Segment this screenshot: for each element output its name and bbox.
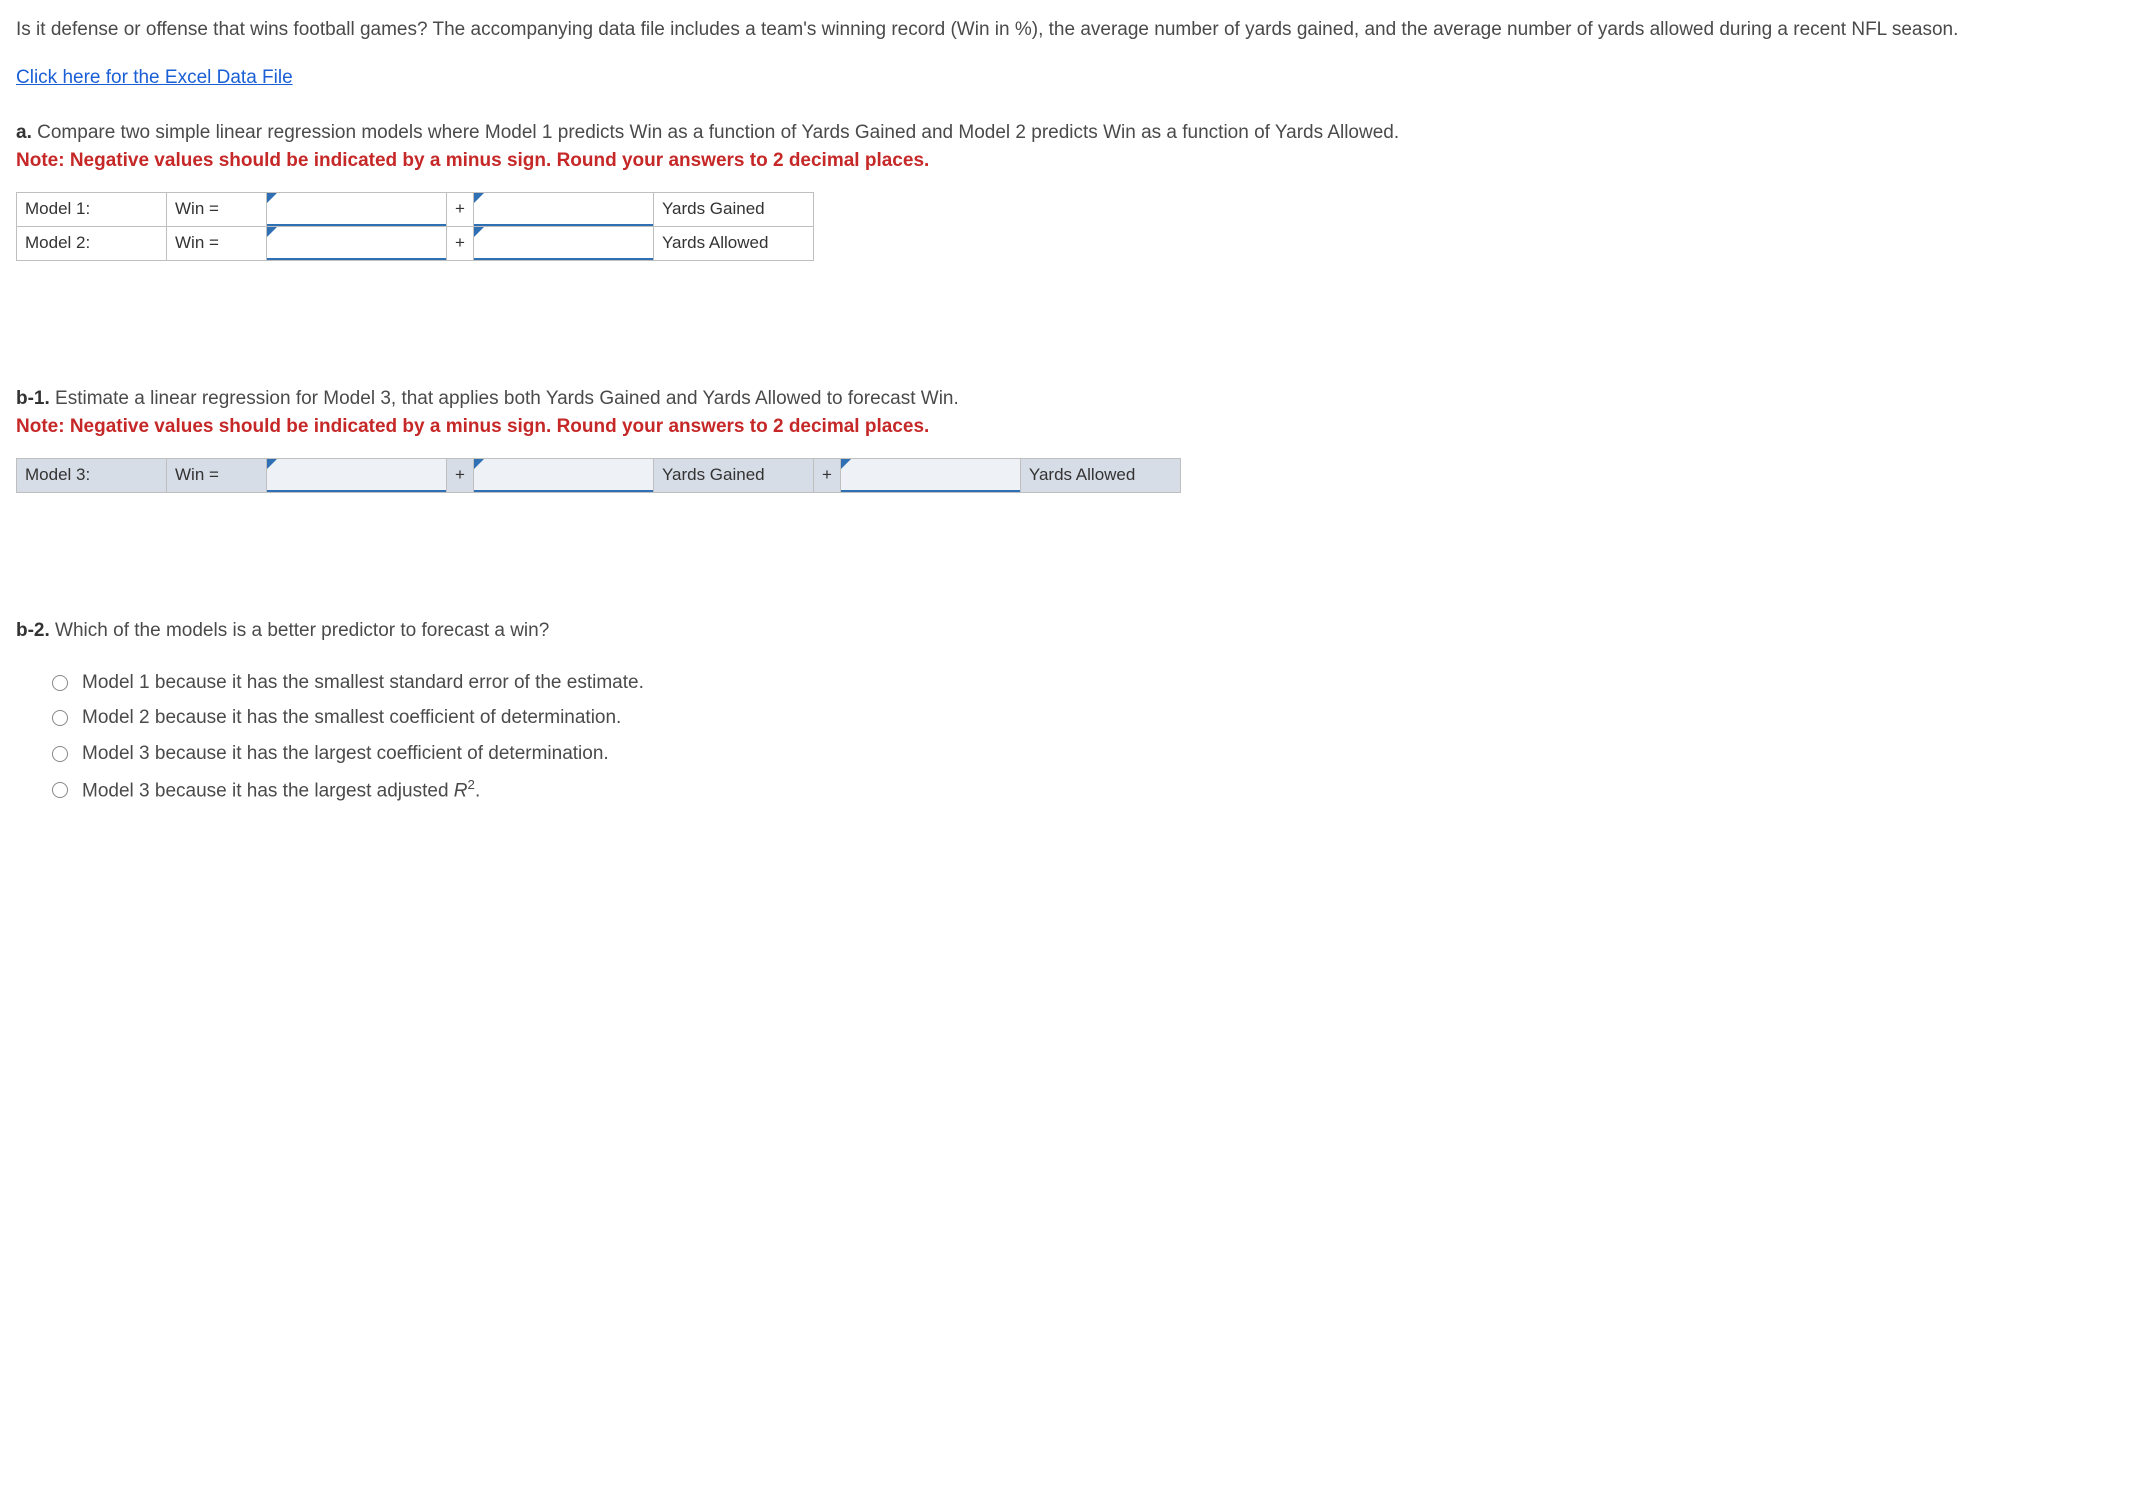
variable-label: Yards Allowed (653, 227, 813, 261)
model-label: Model 3: (17, 459, 167, 493)
part-b1-prompt: b-1. Estimate a linear regression for Mo… (16, 385, 2123, 440)
slope2-input[interactable] (841, 459, 1020, 492)
input-flag-icon (267, 227, 277, 237)
part-b1-note: Note: Negative values should be indicate… (16, 416, 929, 437)
option-text: Model 1 because it has the smallest stan… (82, 669, 644, 697)
intercept-input-cell (267, 459, 447, 493)
option4-suffix: . (475, 781, 480, 802)
plus-sign: + (447, 227, 474, 261)
model-label: Model 2: (17, 227, 167, 261)
model-table-b: Model 3: Win = + Yards Gained + Yards Al… (16, 458, 1181, 493)
slope-input[interactable] (474, 227, 653, 260)
variable1-label: Yards Gained (653, 459, 813, 493)
table-row: Model 2: Win = + Yards Allowed (17, 227, 814, 261)
option4-sup: 2 (468, 777, 475, 792)
option-row[interactable]: Model 3 because it has the largest adjus… (52, 775, 2123, 805)
option-text: Model 3 because it has the largest adjus… (82, 775, 480, 805)
option-row[interactable]: Model 3 because it has the largest coeff… (52, 740, 2123, 768)
option4-var: R (454, 781, 468, 802)
part-a-text: Compare two simple linear regression mod… (32, 122, 1399, 143)
input-flag-icon (267, 193, 277, 203)
intercept-input[interactable] (267, 459, 446, 492)
variable-label: Yards Gained (653, 193, 813, 227)
table-row: Model 3: Win = + Yards Gained + Yards Al… (17, 459, 1181, 493)
table-row: Model 1: Win = + Yards Gained (17, 193, 814, 227)
option-row[interactable]: Model 2 because it has the smallest coef… (52, 704, 2123, 732)
input-flag-icon (474, 459, 484, 469)
slope-input[interactable] (474, 193, 653, 226)
part-a-label: a. (16, 122, 32, 143)
variable2-label: Yards Allowed (1020, 459, 1180, 493)
options-group: Model 1 because it has the smallest stan… (52, 669, 2123, 806)
data-file-link[interactable]: Click here for the Excel Data File (16, 64, 293, 92)
radio-icon[interactable] (52, 675, 68, 691)
plus-sign: + (447, 193, 474, 227)
intercept-input[interactable] (267, 193, 446, 226)
plus-sign: + (447, 459, 474, 493)
input-flag-icon (841, 459, 851, 469)
part-b1-label: b-1. (16, 388, 50, 409)
lhs-label: Win = (167, 227, 267, 261)
option4-prefix: Model 3 because it has the largest adjus… (82, 781, 454, 802)
plus-sign: + (813, 459, 840, 493)
option-text: Model 2 because it has the smallest coef… (82, 704, 621, 732)
part-a-prompt: a. Compare two simple linear regression … (16, 119, 2123, 174)
intercept-input-cell (267, 193, 447, 227)
part-b1-text: Estimate a linear regression for Model 3… (50, 388, 959, 409)
intro-paragraph: Is it defense or offense that wins footb… (16, 16, 2123, 44)
part-b2-prompt: b-2. Which of the models is a better pre… (16, 617, 2123, 645)
part-a-note: Note: Negative values should be indicate… (16, 150, 929, 171)
model-table-a: Model 1: Win = + Yards Gained Model 2: W… (16, 192, 814, 261)
input-flag-icon (474, 193, 484, 203)
lhs-label: Win = (167, 193, 267, 227)
intercept-input[interactable] (267, 227, 446, 260)
part-b2-text: Which of the models is a better predicto… (50, 620, 550, 641)
model-label: Model 1: (17, 193, 167, 227)
input-flag-icon (267, 459, 277, 469)
option-row[interactable]: Model 1 because it has the smallest stan… (52, 669, 2123, 697)
radio-icon[interactable] (52, 782, 68, 798)
option-text: Model 3 because it has the largest coeff… (82, 740, 609, 768)
slope-input-cell (473, 193, 653, 227)
slope1-input[interactable] (474, 459, 653, 492)
part-b2-label: b-2. (16, 620, 50, 641)
radio-icon[interactable] (52, 746, 68, 762)
radio-icon[interactable] (52, 710, 68, 726)
slope1-input-cell (473, 459, 653, 493)
slope2-input-cell (840, 459, 1020, 493)
lhs-label: Win = (167, 459, 267, 493)
slope-input-cell (473, 227, 653, 261)
input-flag-icon (474, 227, 484, 237)
intercept-input-cell (267, 227, 447, 261)
